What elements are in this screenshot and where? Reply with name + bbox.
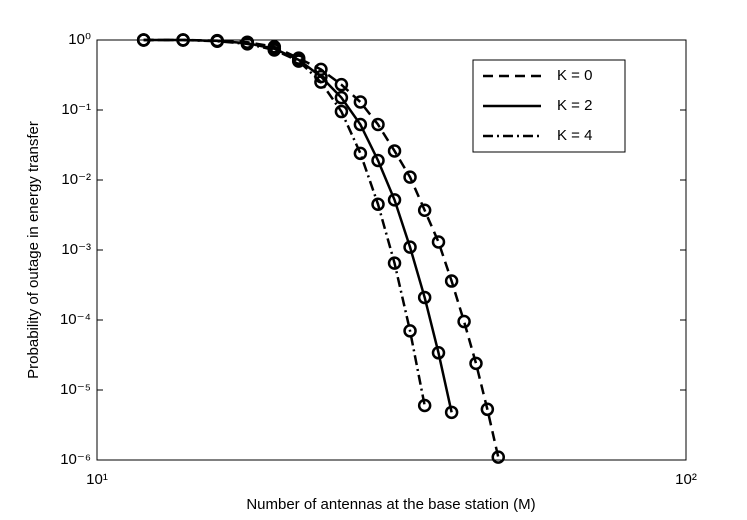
series-marker [387, 193, 402, 207]
y-tick-label: 10⁻⁴ [60, 311, 91, 328]
x-tick-label: 10¹ [86, 471, 108, 488]
series-marker [314, 62, 328, 77]
series-marker [469, 356, 483, 371]
series-marker [431, 235, 446, 249]
series-marker [387, 256, 402, 270]
x-axis-label: Number of antennas at the base station (… [246, 496, 535, 513]
series-marker [403, 324, 417, 338]
series-marker [444, 274, 459, 288]
series-marker [353, 95, 368, 109]
y-axis-label: Probability of outage in energy transfer [25, 121, 42, 379]
series-marker [403, 240, 417, 254]
series-marker [291, 54, 306, 68]
series-marker [334, 77, 349, 92]
series-marker [353, 117, 368, 132]
series-marker [491, 450, 506, 464]
series-marker [240, 37, 255, 51]
series-marker [314, 75, 328, 89]
y-tick-label: 10⁻¹ [61, 101, 91, 118]
series-marker [371, 153, 385, 168]
series-marker [417, 290, 432, 305]
legend-label: K = 2 [557, 97, 592, 114]
y-tick-label: 10⁻⁶ [60, 451, 91, 468]
series-marker [403, 170, 417, 184]
y-tick-label: 10⁻² [61, 171, 91, 188]
series-marker [417, 398, 432, 413]
series-marker [353, 146, 368, 161]
series-marker [136, 33, 151, 47]
series-marker [371, 117, 385, 132]
series-marker [457, 314, 471, 329]
legend-label: K = 4 [557, 127, 592, 144]
series-marker [387, 144, 402, 158]
series-marker [371, 197, 385, 212]
legend-label: K = 0 [557, 67, 592, 84]
y-tick-label: 10⁰ [68, 31, 91, 48]
series-marker [334, 90, 349, 105]
series-marker [334, 104, 349, 119]
y-tick-label: 10⁻⁵ [60, 381, 91, 398]
series-marker [210, 34, 224, 48]
series-marker [176, 33, 190, 47]
series-marker [417, 203, 432, 217]
series-marker [431, 346, 446, 360]
series-marker [267, 43, 282, 57]
series-marker [444, 405, 459, 420]
series-line [143, 38, 426, 406]
x-tick-label: 10² [675, 471, 697, 488]
series-marker [480, 402, 495, 417]
y-tick-label: 10⁻³ [61, 241, 91, 258]
